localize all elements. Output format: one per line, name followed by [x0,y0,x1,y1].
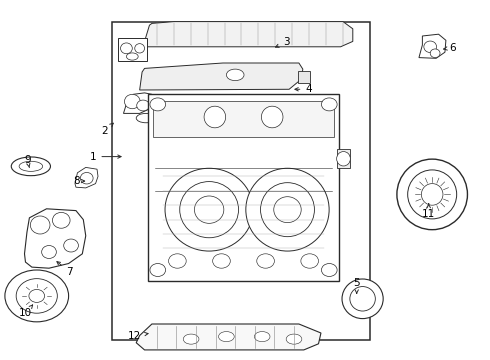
Polygon shape [419,34,446,58]
Ellipse shape [321,264,337,276]
Ellipse shape [397,159,467,230]
Polygon shape [24,209,86,268]
Text: 11: 11 [422,204,436,219]
Polygon shape [123,93,153,113]
Polygon shape [75,167,98,188]
Ellipse shape [150,264,166,276]
Ellipse shape [424,41,437,53]
Text: 4: 4 [295,84,312,94]
Ellipse shape [246,168,329,251]
Ellipse shape [30,216,50,234]
Ellipse shape [29,289,45,302]
Text: 2: 2 [101,123,113,136]
Ellipse shape [136,113,156,123]
Ellipse shape [226,69,244,81]
Text: 3: 3 [275,37,290,48]
Ellipse shape [64,239,78,252]
Ellipse shape [286,334,302,344]
Ellipse shape [219,332,234,342]
Ellipse shape [254,332,270,342]
Polygon shape [136,324,321,350]
Ellipse shape [301,254,318,268]
Ellipse shape [5,270,69,322]
Ellipse shape [137,100,149,111]
Text: 7: 7 [57,262,73,277]
Polygon shape [145,22,353,47]
Bar [153,101,334,137]
Ellipse shape [213,254,230,268]
Text: 1: 1 [90,152,121,162]
Ellipse shape [150,98,166,111]
Ellipse shape [19,161,43,171]
Ellipse shape [430,49,440,58]
Ellipse shape [342,279,383,319]
Ellipse shape [350,287,375,311]
Text: 8: 8 [74,176,85,186]
Ellipse shape [126,53,138,60]
Ellipse shape [16,279,57,313]
Ellipse shape [42,246,56,258]
Ellipse shape [180,181,239,238]
Ellipse shape [408,170,457,219]
Ellipse shape [337,152,350,166]
Bar [148,94,339,281]
Ellipse shape [11,157,50,176]
Ellipse shape [169,254,186,268]
Bar [112,22,370,340]
Ellipse shape [204,106,226,128]
Ellipse shape [321,98,337,111]
Ellipse shape [135,44,145,53]
Bar [337,149,350,168]
Text: 6: 6 [443,42,456,53]
Polygon shape [140,63,303,90]
Ellipse shape [421,184,443,205]
Ellipse shape [195,196,224,223]
Text: 10: 10 [19,305,33,318]
Text: 9: 9 [24,155,31,168]
Text: 12: 12 [128,330,148,341]
Bar [118,38,147,61]
Ellipse shape [257,254,274,268]
Ellipse shape [262,106,283,128]
Ellipse shape [52,212,70,228]
Text: 5: 5 [353,278,360,293]
Ellipse shape [165,168,253,251]
Ellipse shape [261,183,315,237]
Ellipse shape [121,43,132,54]
Bar [298,71,310,83]
Ellipse shape [124,94,140,109]
Ellipse shape [183,334,199,344]
Ellipse shape [80,172,93,184]
Ellipse shape [274,197,301,222]
